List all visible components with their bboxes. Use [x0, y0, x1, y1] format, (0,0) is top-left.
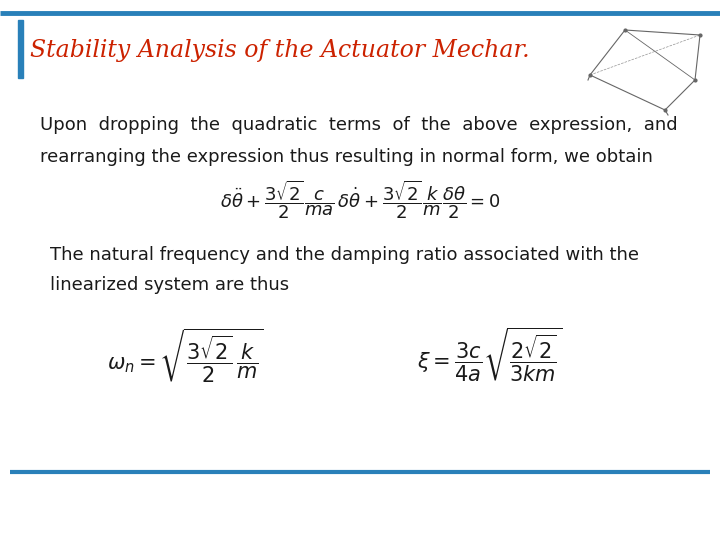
Text: Stability Analysis of the Actuator Mechar.: Stability Analysis of the Actuator Mecha… [30, 38, 530, 62]
Text: $\delta\ddot{\theta}+\dfrac{3\sqrt{2}}{2}\dfrac{c}{ma}\,\delta\dot{\theta}+\dfra: $\delta\ddot{\theta}+\dfrac{3\sqrt{2}}{2… [220, 179, 500, 221]
Bar [18, 20, 23, 78]
Text: $\omega_n = \sqrt{\dfrac{3\sqrt{2}}{2}\,\dfrac{k}{m}}$: $\omega_n = \sqrt{\dfrac{3\sqrt{2}}{2}\,… [107, 326, 264, 384]
Text: linearized system are thus: linearized system are thus [50, 276, 289, 294]
Text: rearranging the expression thus resulting in normal form, we obtain: rearranging the expression thus resultin… [40, 148, 653, 166]
Text: The natural frequency and the damping ratio associated with the: The natural frequency and the damping ra… [50, 246, 639, 264]
Text: Upon  dropping  the  quadratic  terms  of  the  above  expression,  and: Upon dropping the quadratic terms of the… [40, 116, 678, 134]
Text: $\xi = \dfrac{3c}{4a}\sqrt{\dfrac{2\sqrt{2}}{3km}}$: $\xi = \dfrac{3c}{4a}\sqrt{\dfrac{2\sqrt… [418, 326, 562, 384]
